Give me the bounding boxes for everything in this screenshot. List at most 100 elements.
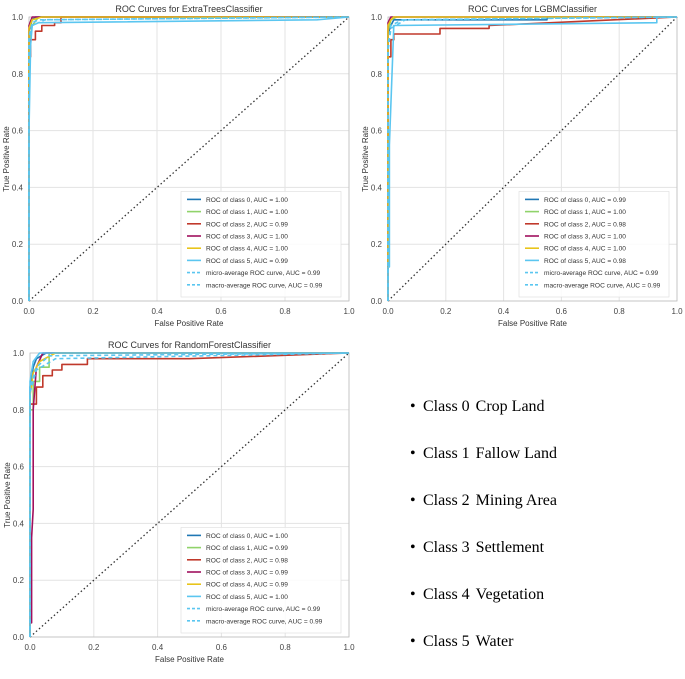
bullet-icon: • — [410, 539, 416, 556]
x-tick-label: 0.4 — [152, 643, 164, 652]
class-name: Settlement — [475, 539, 545, 556]
roc-chart-extratrees: 0.0 0.2 0.4 0.6 0.8 1.0 0.0 0.2 0.4 0.6 0.8 1.0 ROC … — [0, 0, 360, 335]
legend-entry-label: ROC of class 2, AUC = 0.99 — [206, 221, 288, 228]
y-tick-label: 0.8 — [13, 406, 25, 415]
x-tick-label: 0.8 — [280, 643, 292, 652]
legend-entry-label: micro-average ROC curve, AUC = 0.99 — [544, 270, 658, 277]
y-tick-label: 1.0 — [371, 13, 383, 22]
legend-entry-label: ROC of class 1, AUC = 1.00 — [544, 209, 626, 216]
x-tick-label: 0.8 — [279, 307, 291, 316]
roc-series-line — [387, 16, 678, 301]
y-tick-label: 0.2 — [12, 240, 24, 249]
legend-box — [180, 527, 342, 634]
legend-box — [518, 191, 670, 298]
roc-chart-extratrees-svg: 0.0 0.2 0.4 0.6 0.8 1.0 0.0 0.2 0.4 0.6 0.8 1.0 ROC … — [2, 4, 355, 328]
y-tick-label: 0.2 — [371, 240, 383, 249]
x-tick-label: 0.6 — [216, 643, 228, 652]
legend-entry-label: ROC of class 0, AUC = 1.00 — [206, 533, 288, 540]
legend-entry-label: ROC of class 0, AUC = 0.99 — [544, 197, 626, 204]
class-id: Class 1 — [423, 445, 470, 462]
class-legend-list: • Class 0 Crop Land • Class 1 Fallow Land • C… — [410, 397, 680, 679]
class-name: Fallow Land — [475, 445, 557, 462]
class-name: Water — [475, 633, 514, 650]
class-id: Class 3 — [423, 539, 470, 556]
class-legend-item: • Class 0 Crop Land — [410, 397, 680, 444]
x-tick-label: 0.6 — [215, 307, 227, 316]
chart-title: ROC Curves for RandomForestClassifier — [108, 340, 271, 350]
legend-entry-label: macro-average ROC curve, AUC = 0.99 — [206, 282, 323, 289]
legend-entry-label: ROC of class 5, AUC = 0.99 — [206, 258, 288, 265]
y-axis-label: True Positive Rate — [2, 126, 11, 192]
roc-series-line — [29, 352, 350, 637]
x-tick-label: 0.2 — [440, 307, 452, 316]
legend-entry-label: ROC of class 4, AUC = 1.00 — [544, 246, 626, 253]
x-tick-label: 0.8 — [614, 307, 626, 316]
legend-entry-label: ROC of class 5, AUC = 1.00 — [206, 594, 288, 601]
roc-chart-randomforest-svg: 0.0 0.2 0.4 0.6 0.8 1.0 0.0 0.2 0.4 0.6 0.8 1.0 ROC … — [3, 340, 355, 664]
chart-title: ROC Curves for LGBMClassifier — [468, 4, 597, 14]
legend-entry-label: ROC of class 2, AUC = 0.98 — [206, 557, 288, 564]
legend-entry-label: ROC of class 4, AUC = 1.00 — [206, 246, 288, 253]
legend-entry-label: ROC of class 3, AUC = 0.99 — [206, 570, 288, 577]
legend-entry-label: ROC of class 4, AUC = 0.99 — [206, 582, 288, 589]
legend-entry-label: ROC of class 1, AUC = 1.00 — [206, 209, 288, 216]
class-legend-item: • Class 1 Fallow Land — [410, 444, 680, 491]
y-tick-label: 0.0 — [371, 297, 383, 306]
x-axis-label: False Positive Rate — [155, 655, 224, 664]
legend-entry-label: ROC of class 5, AUC = 0.98 — [544, 258, 626, 265]
y-tick-label: 0.2 — [13, 576, 25, 585]
bullet-icon: • — [410, 492, 416, 509]
legend-entry-label: ROC of class 3, AUC = 1.00 — [544, 234, 626, 241]
y-tick-label: 0.6 — [12, 127, 24, 136]
legend-entry-label: micro-average ROC curve, AUC = 0.99 — [206, 270, 320, 277]
roc-chart-lgbm: 0.0 0.2 0.4 0.6 0.8 1.0 0.0 0.2 0.4 0.6 0.8 1.0 ROC … — [360, 0, 685, 335]
x-axis-label: False Positive Rate — [498, 319, 567, 328]
class-id: Class 5 — [423, 633, 470, 650]
class-legend-item: • Class 3 Settlement — [410, 538, 680, 585]
x-tick-label: 0.0 — [23, 307, 35, 316]
x-tick-label: 1.0 — [671, 307, 683, 316]
bullet-icon: • — [410, 398, 416, 415]
x-tick-label: 0.0 — [24, 643, 36, 652]
x-tick-label: 0.4 — [151, 307, 163, 316]
legend-entry-label: ROC of class 0, AUC = 1.00 — [206, 197, 288, 204]
y-tick-label: 0.0 — [12, 297, 24, 306]
x-tick-label: 0.2 — [87, 307, 99, 316]
legend-entry-label: macro-average ROC curve, AUC = 0.99 — [206, 618, 323, 625]
y-axis-label: True Positive Rate — [3, 462, 12, 528]
roc-series-line — [28, 16, 350, 301]
bullet-icon: • — [410, 633, 416, 650]
legend-entry-label: ROC of class 2, AUC = 0.98 — [544, 221, 626, 228]
y-tick-label: 0.8 — [371, 70, 383, 79]
class-name: Crop Land — [475, 398, 545, 415]
legend-entry-label: ROC of class 1, AUC = 0.99 — [206, 545, 288, 552]
y-tick-label: 0.6 — [13, 463, 25, 472]
x-tick-label: 1.0 — [343, 307, 355, 316]
y-tick-label: 1.0 — [13, 349, 25, 358]
legend-entry-label: macro-average ROC curve, AUC = 0.99 — [544, 282, 661, 289]
bullet-icon: • — [410, 445, 416, 462]
class-legend-item: • Class 5 Water — [410, 632, 680, 679]
x-tick-label: 1.0 — [343, 643, 355, 652]
y-tick-label: 0.8 — [12, 70, 24, 79]
y-tick-label: 1.0 — [12, 13, 24, 22]
x-axis-label: False Positive Rate — [155, 319, 224, 328]
class-name: Mining Area — [475, 492, 557, 509]
legend-entry-label: ROC of class 3, AUC = 1.00 — [206, 234, 288, 241]
x-tick-label: 0.6 — [556, 307, 568, 316]
y-tick-label: 0.4 — [13, 519, 25, 528]
x-tick-label: 0.0 — [382, 307, 394, 316]
class-id: Class 4 — [423, 586, 470, 603]
legend-entry-label: micro-average ROC curve, AUC = 0.99 — [206, 606, 320, 613]
legend-box — [180, 191, 342, 298]
roc-series-line — [29, 352, 350, 637]
x-tick-label: 0.2 — [88, 643, 100, 652]
roc-chart-lgbm-svg: 0.0 0.2 0.4 0.6 0.8 1.0 0.0 0.2 0.4 0.6 0.8 1.0 ROC … — [361, 4, 683, 328]
y-axis-label: True Positive Rate — [361, 126, 370, 192]
chance-diagonal-line — [28, 16, 350, 302]
class-id: Class 2 — [423, 492, 470, 509]
x-tick-label: 0.4 — [498, 307, 510, 316]
y-tick-label: 0.4 — [371, 183, 383, 192]
roc-chart-randomforest: 0.0 0.2 0.4 0.6 0.8 1.0 0.0 0.2 0.4 0.6 0.8 1.0 ROC … — [0, 336, 360, 672]
y-tick-label: 0.0 — [13, 633, 25, 642]
